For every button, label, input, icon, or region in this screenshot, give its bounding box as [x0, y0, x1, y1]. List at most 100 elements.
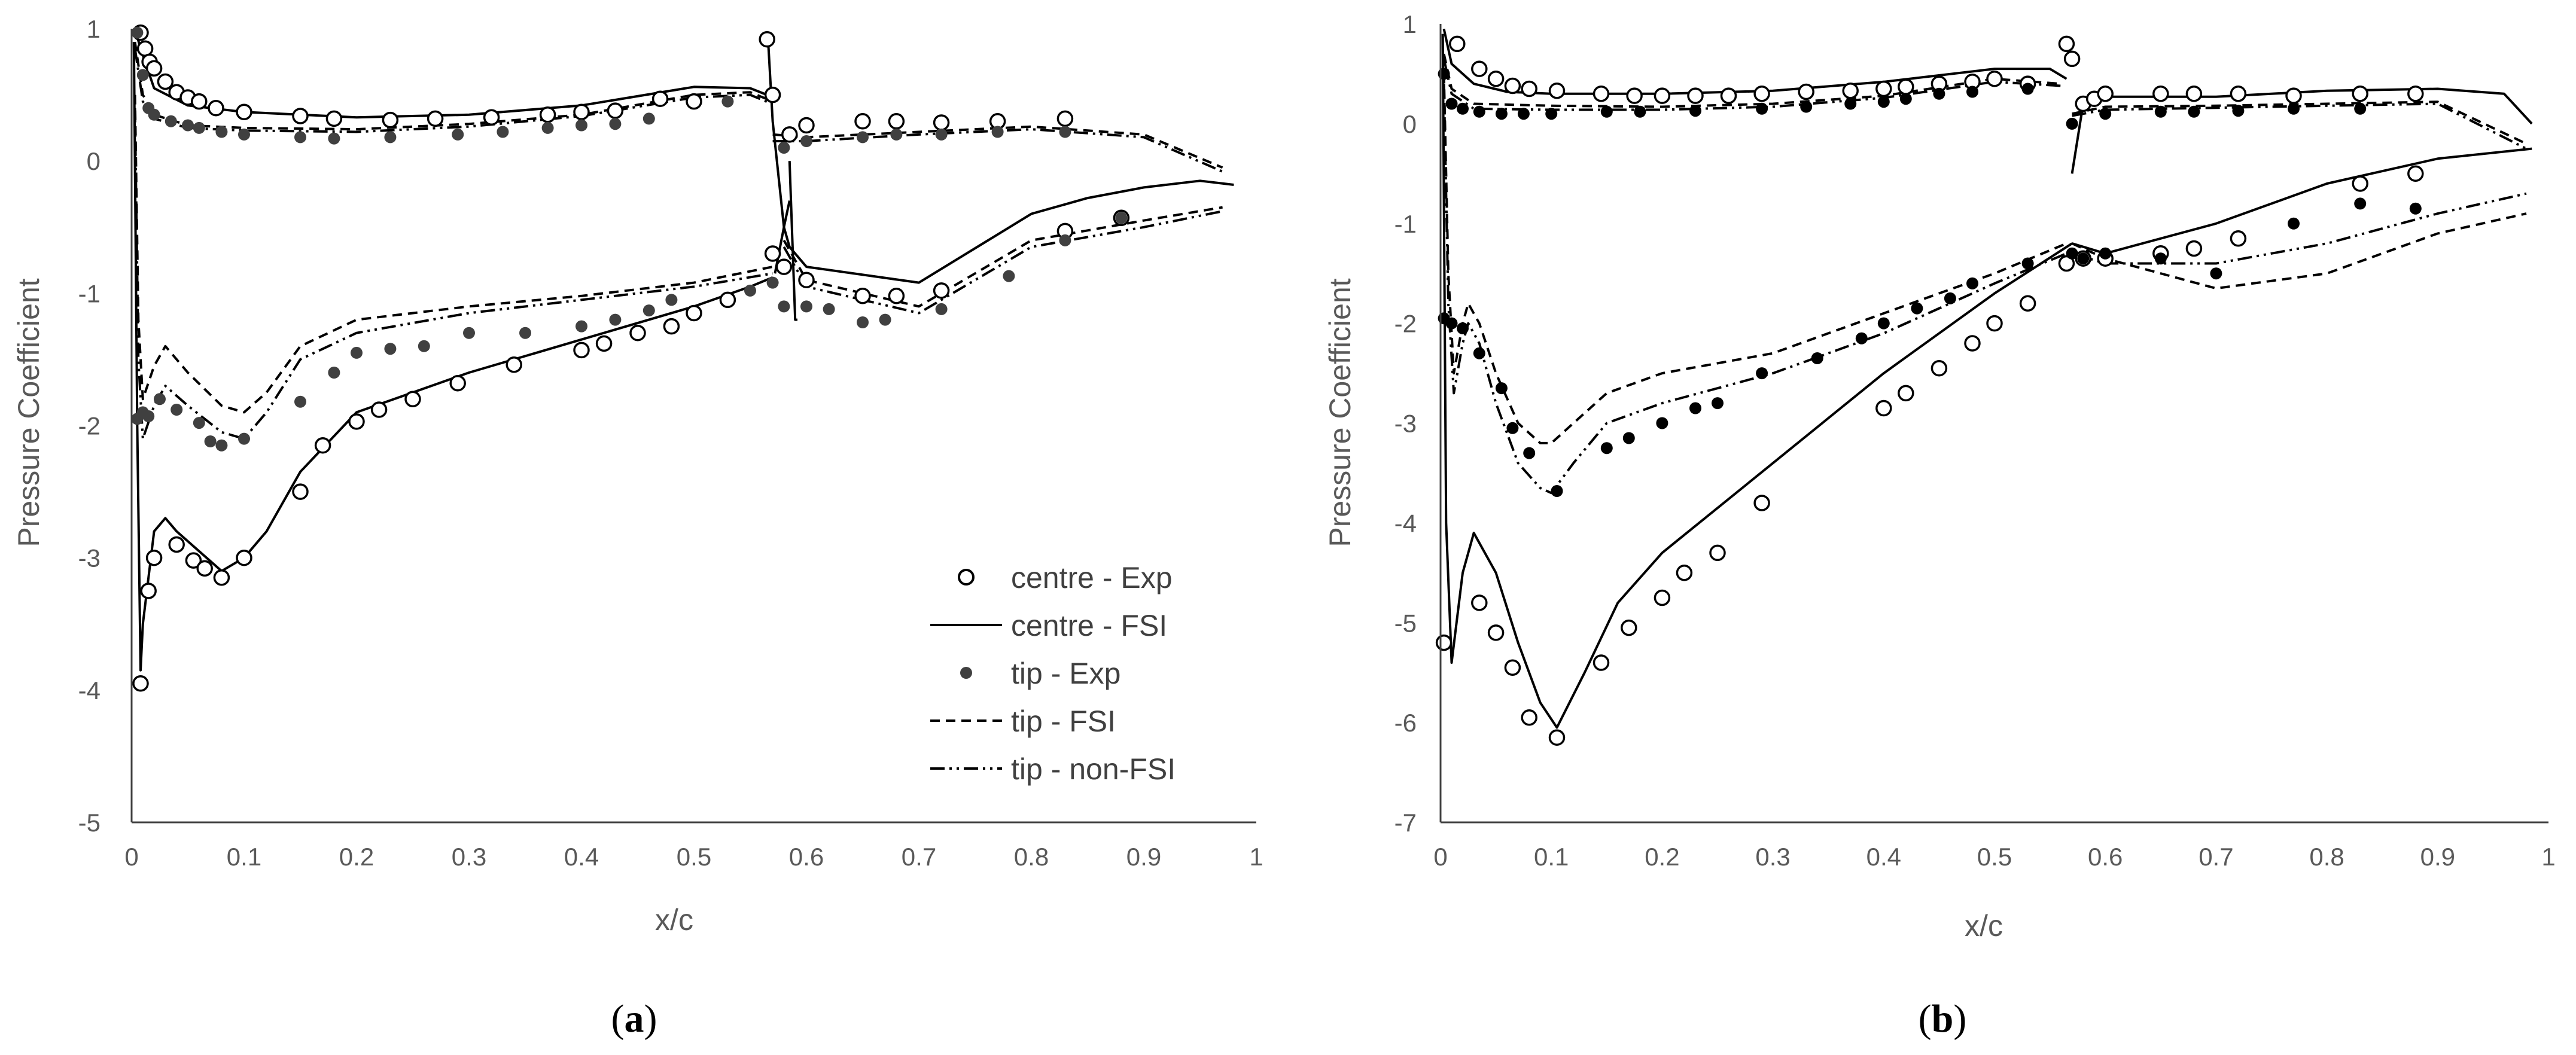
data-point-centre-exp [2285, 87, 2302, 104]
data-point-tip-exp [935, 303, 948, 315]
chart-a-x-tick-label: 0.6 [789, 843, 824, 871]
data-point-tip-exp [1844, 97, 1857, 110]
chart-b-y-tick-label: -3 [1394, 410, 1417, 438]
data-point-centre-exp [686, 93, 702, 110]
chart-a-points [131, 24, 1130, 692]
chart-b-y-tick-label: -7 [1394, 809, 1417, 837]
data-point-centre-exp [2230, 86, 2247, 102]
data-point-centre-exp [2230, 230, 2247, 247]
data-point-centre-exp [2407, 165, 2424, 182]
data-point-tip-exp [665, 294, 678, 306]
legend-label: tip - Exp [1011, 657, 1120, 690]
data-point-centre-exp [1626, 87, 1643, 104]
data-point-centre-exp [798, 272, 815, 288]
series-line-tip-fsi [1442, 53, 2062, 108]
data-point-tip-exp [2288, 102, 2300, 115]
panel-label-b-close: ) [1953, 997, 1966, 1041]
data-point-centre-exp [196, 560, 213, 577]
data-point-tip-exp [204, 435, 217, 447]
data-point-centre-exp [292, 108, 309, 124]
data-point-centre-exp [607, 102, 624, 119]
chart-panel-b: 1 0 -1 -2 -3 -4 -5 -6 -7 0 0.1 0.2 0.3 0.4 0.5 0.6 0.7 0.… [1323, 10, 2556, 1041]
data-point-centre-exp [213, 569, 230, 586]
data-point-tip-exp [2154, 105, 2167, 118]
chart-b-y-tick-label: -6 [1394, 709, 1417, 737]
data-point-centre-exp [629, 324, 646, 341]
data-point-tip-exp [1811, 352, 1823, 364]
data-point-centre-exp [236, 103, 252, 121]
data-point-centre-exp [1487, 624, 1505, 641]
data-point-centre-exp [1875, 400, 1892, 417]
data-point-centre-exp [1056, 110, 1074, 127]
data-point-tip-exp [778, 300, 790, 313]
panel-label-b-open: ( [1919, 997, 1932, 1041]
data-point-tip-exp [1877, 317, 1890, 330]
data-point-tip-exp [165, 115, 177, 127]
data-point-centre-exp [888, 113, 905, 130]
data-point-centre-exp [236, 549, 252, 566]
data-point-tip-exp [1933, 87, 1945, 100]
legend-item-centre-exp: centre - Exp [958, 561, 1173, 594]
data-point-centre-exp [506, 356, 522, 373]
data-point-tip-exp [384, 131, 397, 144]
data-point-tip-exp [294, 395, 306, 408]
series-line-centre-fsi [2070, 87, 2533, 174]
data-point-tip-exp [1003, 270, 1015, 282]
data-point-centre-exp [1504, 659, 1521, 676]
data-point-centre-exp [686, 304, 702, 322]
chart-a-x-tick-label: 0.8 [1014, 843, 1049, 871]
panel-label-b: (b) [1919, 997, 1967, 1041]
legend-item-centre-fsi: centre - FSI [930, 609, 1167, 642]
data-point-centre-exp [140, 583, 157, 599]
legend-label: centre - FSI [1011, 609, 1167, 642]
data-point-centre-exp [651, 90, 669, 107]
data-point-tip-exp [744, 284, 756, 297]
data-point-centre-exp [1471, 594, 1488, 611]
data-point-tip-exp [2188, 105, 2200, 118]
data-point-tip-exp [1689, 402, 1701, 414]
data-point-tip-exp [935, 128, 948, 141]
legend-label: tip - non-FSI [1011, 752, 1176, 786]
chart-a-x-tick-label: 0.4 [564, 843, 599, 871]
data-point-centre-exp [2185, 86, 2203, 102]
data-point-tip-exp [2099, 108, 2112, 120]
series-line-tip-fsi [2072, 100, 2527, 145]
chart-b-x-tick-label: 1 [2541, 843, 2555, 871]
series-line-tip-fsi [782, 206, 1223, 308]
data-point-centre-exp [145, 60, 163, 77]
legend-label: centre - Exp [1011, 561, 1173, 594]
data-point-centre-exp [404, 391, 421, 408]
data-point-centre-exp [132, 675, 149, 692]
data-point-tip-exp [452, 128, 464, 141]
data-point-centre-exp [1687, 87, 1704, 104]
data-point-tip-exp [1600, 442, 1613, 455]
data-point-centre-exp [1964, 335, 1981, 352]
legend-item-tip-exp: tip - Exp [960, 657, 1120, 690]
series-line-tip-non-fsi [2072, 102, 2527, 150]
chart-b-y-tick-label: -2 [1394, 310, 1417, 338]
data-point-centre-exp [1931, 359, 1948, 377]
chart-b-points [1435, 35, 2424, 746]
data-point-centre-exp [185, 552, 202, 569]
data-point-tip-exp [991, 126, 1004, 138]
data-point-centre-exp [1720, 87, 1737, 104]
data-point-tip-exp [609, 118, 622, 130]
data-point-tip-exp [721, 95, 734, 108]
data-point-tip-exp [1495, 108, 1508, 120]
data-point-tip-exp [1059, 234, 1071, 246]
chart-a-ylabel: Pressure Coefficient [12, 278, 45, 547]
series-line-tip-fsi [2071, 212, 2527, 290]
data-point-centre-exp [208, 99, 224, 117]
data-point-tip-exp [1966, 86, 1978, 98]
data-point-tip-exp [193, 417, 205, 429]
series-line-centre-fsi [132, 42, 774, 672]
chart-a-x-tick-label: 0 [124, 843, 138, 871]
panel-label-a: (a) [611, 997, 657, 1041]
data-point-centre-exp [1753, 86, 1770, 102]
data-point-tip-exp [800, 135, 812, 147]
chart-b-y-tick-label: -5 [1394, 609, 1417, 637]
data-point-tip-exp [1495, 382, 1508, 395]
data-point-tip-exp [823, 303, 835, 315]
data-point-centre-exp [370, 401, 388, 418]
data-point-centre-exp [798, 117, 815, 134]
